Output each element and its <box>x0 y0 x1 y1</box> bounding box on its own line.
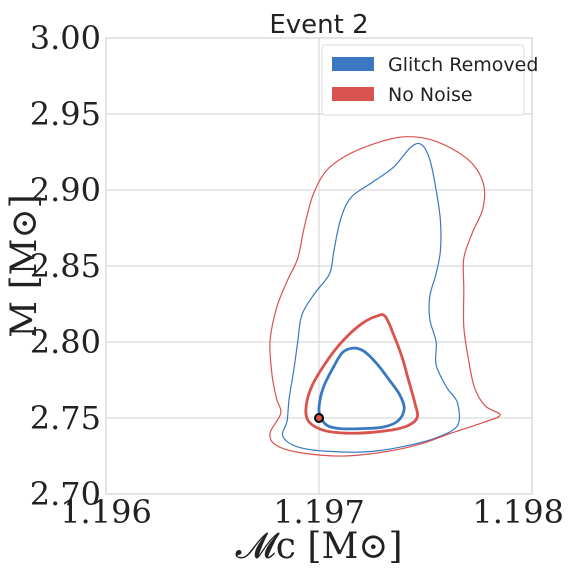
y-tick-label: 2.70 <box>30 475 101 513</box>
x-tick-label: 1.198 <box>472 493 564 531</box>
contour-layer <box>269 136 501 457</box>
y-tick-labels: 2.70 2.75 2.80 2.85 2.90 2.95 3.00 <box>30 19 101 513</box>
legend-label-no-noise: No Noise <box>388 84 473 106</box>
y-tick-label: 2.90 <box>30 171 101 209</box>
true-value-marker <box>314 413 324 423</box>
chart-title: Event 2 <box>269 10 368 40</box>
legend-label-glitch-removed: Glitch Removed <box>388 54 538 76</box>
x-tick-labels: 1.196 1.197 1.198 <box>60 493 564 531</box>
legend-swatch-glitch-removed <box>332 57 374 71</box>
x-tick-label: 1.196 <box>60 493 152 531</box>
y-tick-label: 2.80 <box>30 323 101 361</box>
contour-glitch-removed-inner <box>317 346 406 431</box>
contour-no-noise-inner <box>304 313 420 435</box>
plot-frame <box>105 37 533 495</box>
contour-no-noise-outer <box>269 136 501 457</box>
y-axis-label: M [M⊙] <box>4 194 45 337</box>
y-tick-label: 3.00 <box>30 19 101 57</box>
x-axis-label: 𝓜c [M⊙] <box>235 526 402 567</box>
y-tick-label: 2.95 <box>30 95 101 133</box>
x-tick-label: 1.197 <box>273 493 365 531</box>
legend-swatch-no-noise <box>332 87 374 101</box>
contour-glitch-removed-outer <box>281 142 461 453</box>
y-tick-label: 2.75 <box>30 399 101 437</box>
y-tick-label: 2.85 <box>30 247 101 285</box>
legend: Glitch Removed No Noise <box>321 44 538 116</box>
